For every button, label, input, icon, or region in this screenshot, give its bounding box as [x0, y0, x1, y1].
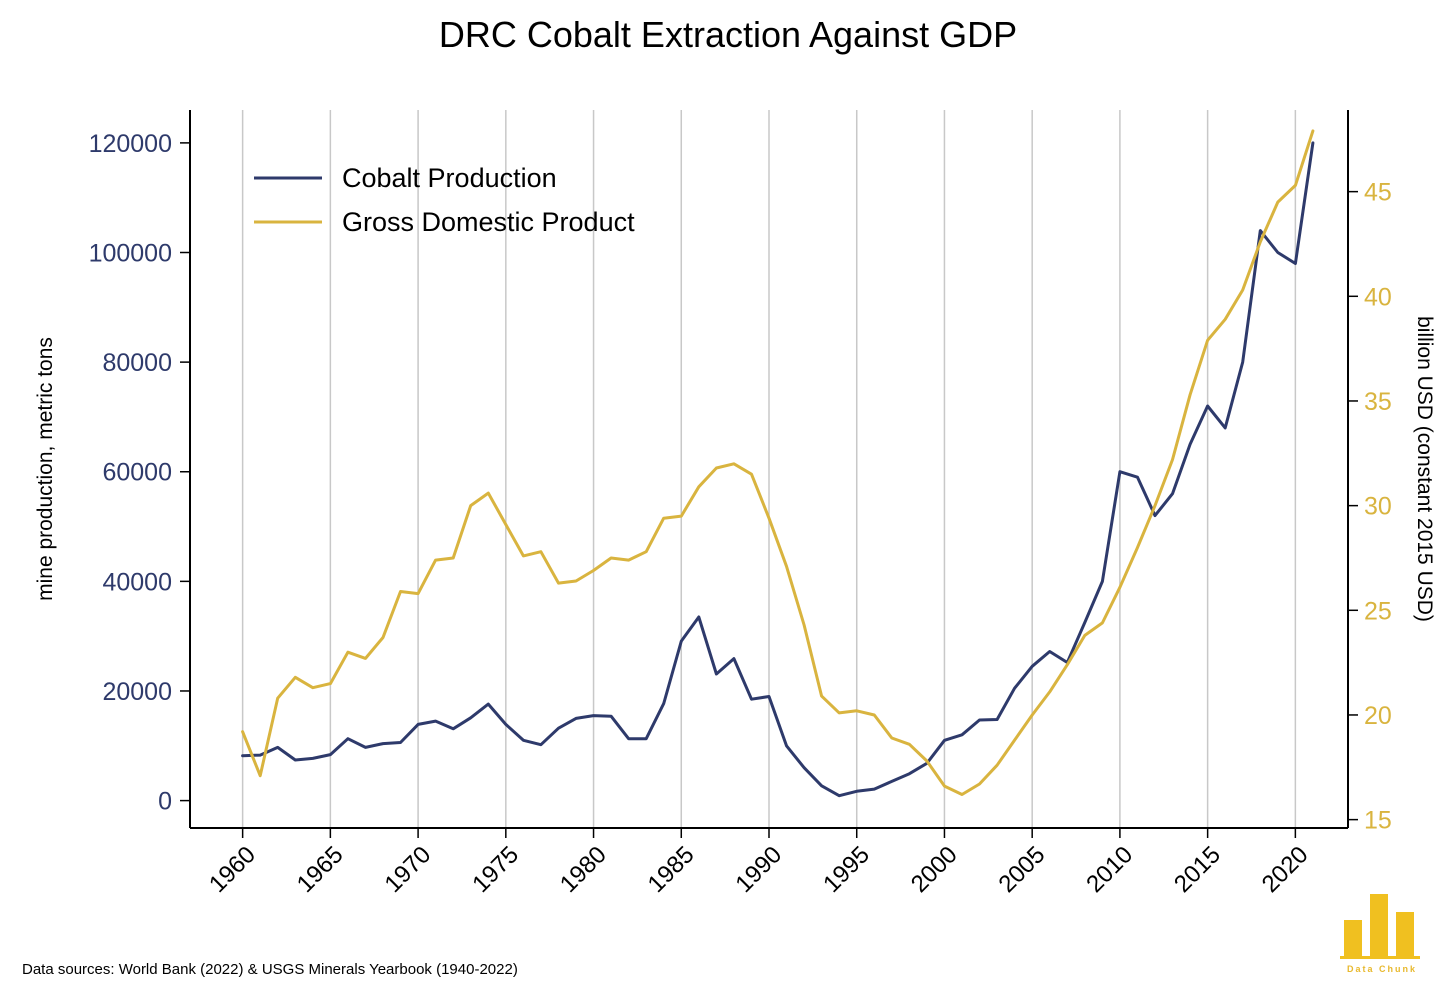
- x-tick-label-2000: 2000: [906, 841, 963, 898]
- x-tick-label-1960: 1960: [204, 841, 261, 898]
- data-chunk-logo: [1340, 894, 1420, 959]
- y2-tick-label-20: 20: [1364, 702, 1392, 730]
- x-tick-label-1990: 1990: [730, 841, 787, 898]
- axes: [180, 110, 1358, 838]
- logo-text: Data Chunk: [1346, 964, 1417, 974]
- y-tick-label-120000: 120000: [89, 130, 172, 158]
- gdp-line: [241, 129, 1315, 796]
- y-tick-label-60000: 60000: [102, 459, 172, 487]
- y2-tick-label-40: 40: [1364, 283, 1392, 311]
- y2-tick-label-35: 35: [1364, 388, 1392, 416]
- y2-tick-label-25: 25: [1364, 597, 1392, 625]
- x-tick-label-1975: 1975: [467, 841, 524, 898]
- tick-labels: 1960 1965 1970 1975 1980 1985 1990 1995 2000 2005…: [89, 130, 1392, 898]
- y-tick-label-40000: 40000: [102, 568, 172, 596]
- x-tick-label-2010: 2010: [1081, 841, 1138, 898]
- y2-tick-label-30: 30: [1364, 493, 1392, 521]
- y2-tick-label-15: 15: [1364, 807, 1392, 835]
- y2-tick-label-45: 45: [1364, 179, 1392, 207]
- x-tick-label-2005: 2005: [994, 841, 1051, 898]
- legend-gdp-label: Gross Domestic Product: [342, 207, 635, 237]
- y-tick-label-80000: 80000: [102, 349, 172, 377]
- y-tick-label-100000: 100000: [89, 240, 172, 268]
- series-lines: [241, 129, 1315, 798]
- x-tick-label-1995: 1995: [818, 841, 875, 898]
- legend-cobalt-label: Cobalt Production: [342, 163, 557, 193]
- x-tick-label-1980: 1980: [555, 841, 612, 898]
- x-tick-label-2020: 2020: [1257, 841, 1314, 898]
- x-tick-label-2015: 2015: [1169, 841, 1226, 898]
- x-tick-label-1985: 1985: [643, 841, 700, 898]
- cobalt-production-line: [241, 141, 1315, 798]
- gridlines: [241, 110, 1297, 828]
- x-tick-label-1965: 1965: [292, 841, 349, 898]
- y2-axis-label: billion USD (constant 2015 USD): [1413, 316, 1436, 622]
- x-tick-label-1970: 1970: [379, 841, 436, 898]
- legend: Cobalt Production Gross Domestic Product: [254, 163, 635, 237]
- chart-title: DRC Cobalt Extraction Against GDP: [438, 14, 1018, 55]
- y-tick-label-0: 0: [158, 788, 172, 816]
- y-tick-label-20000: 20000: [102, 678, 172, 706]
- data-source-note: Data sources: World Bank (2022) & USGS M…: [22, 961, 518, 978]
- y-axis-label: mine production, metric tons: [34, 337, 57, 601]
